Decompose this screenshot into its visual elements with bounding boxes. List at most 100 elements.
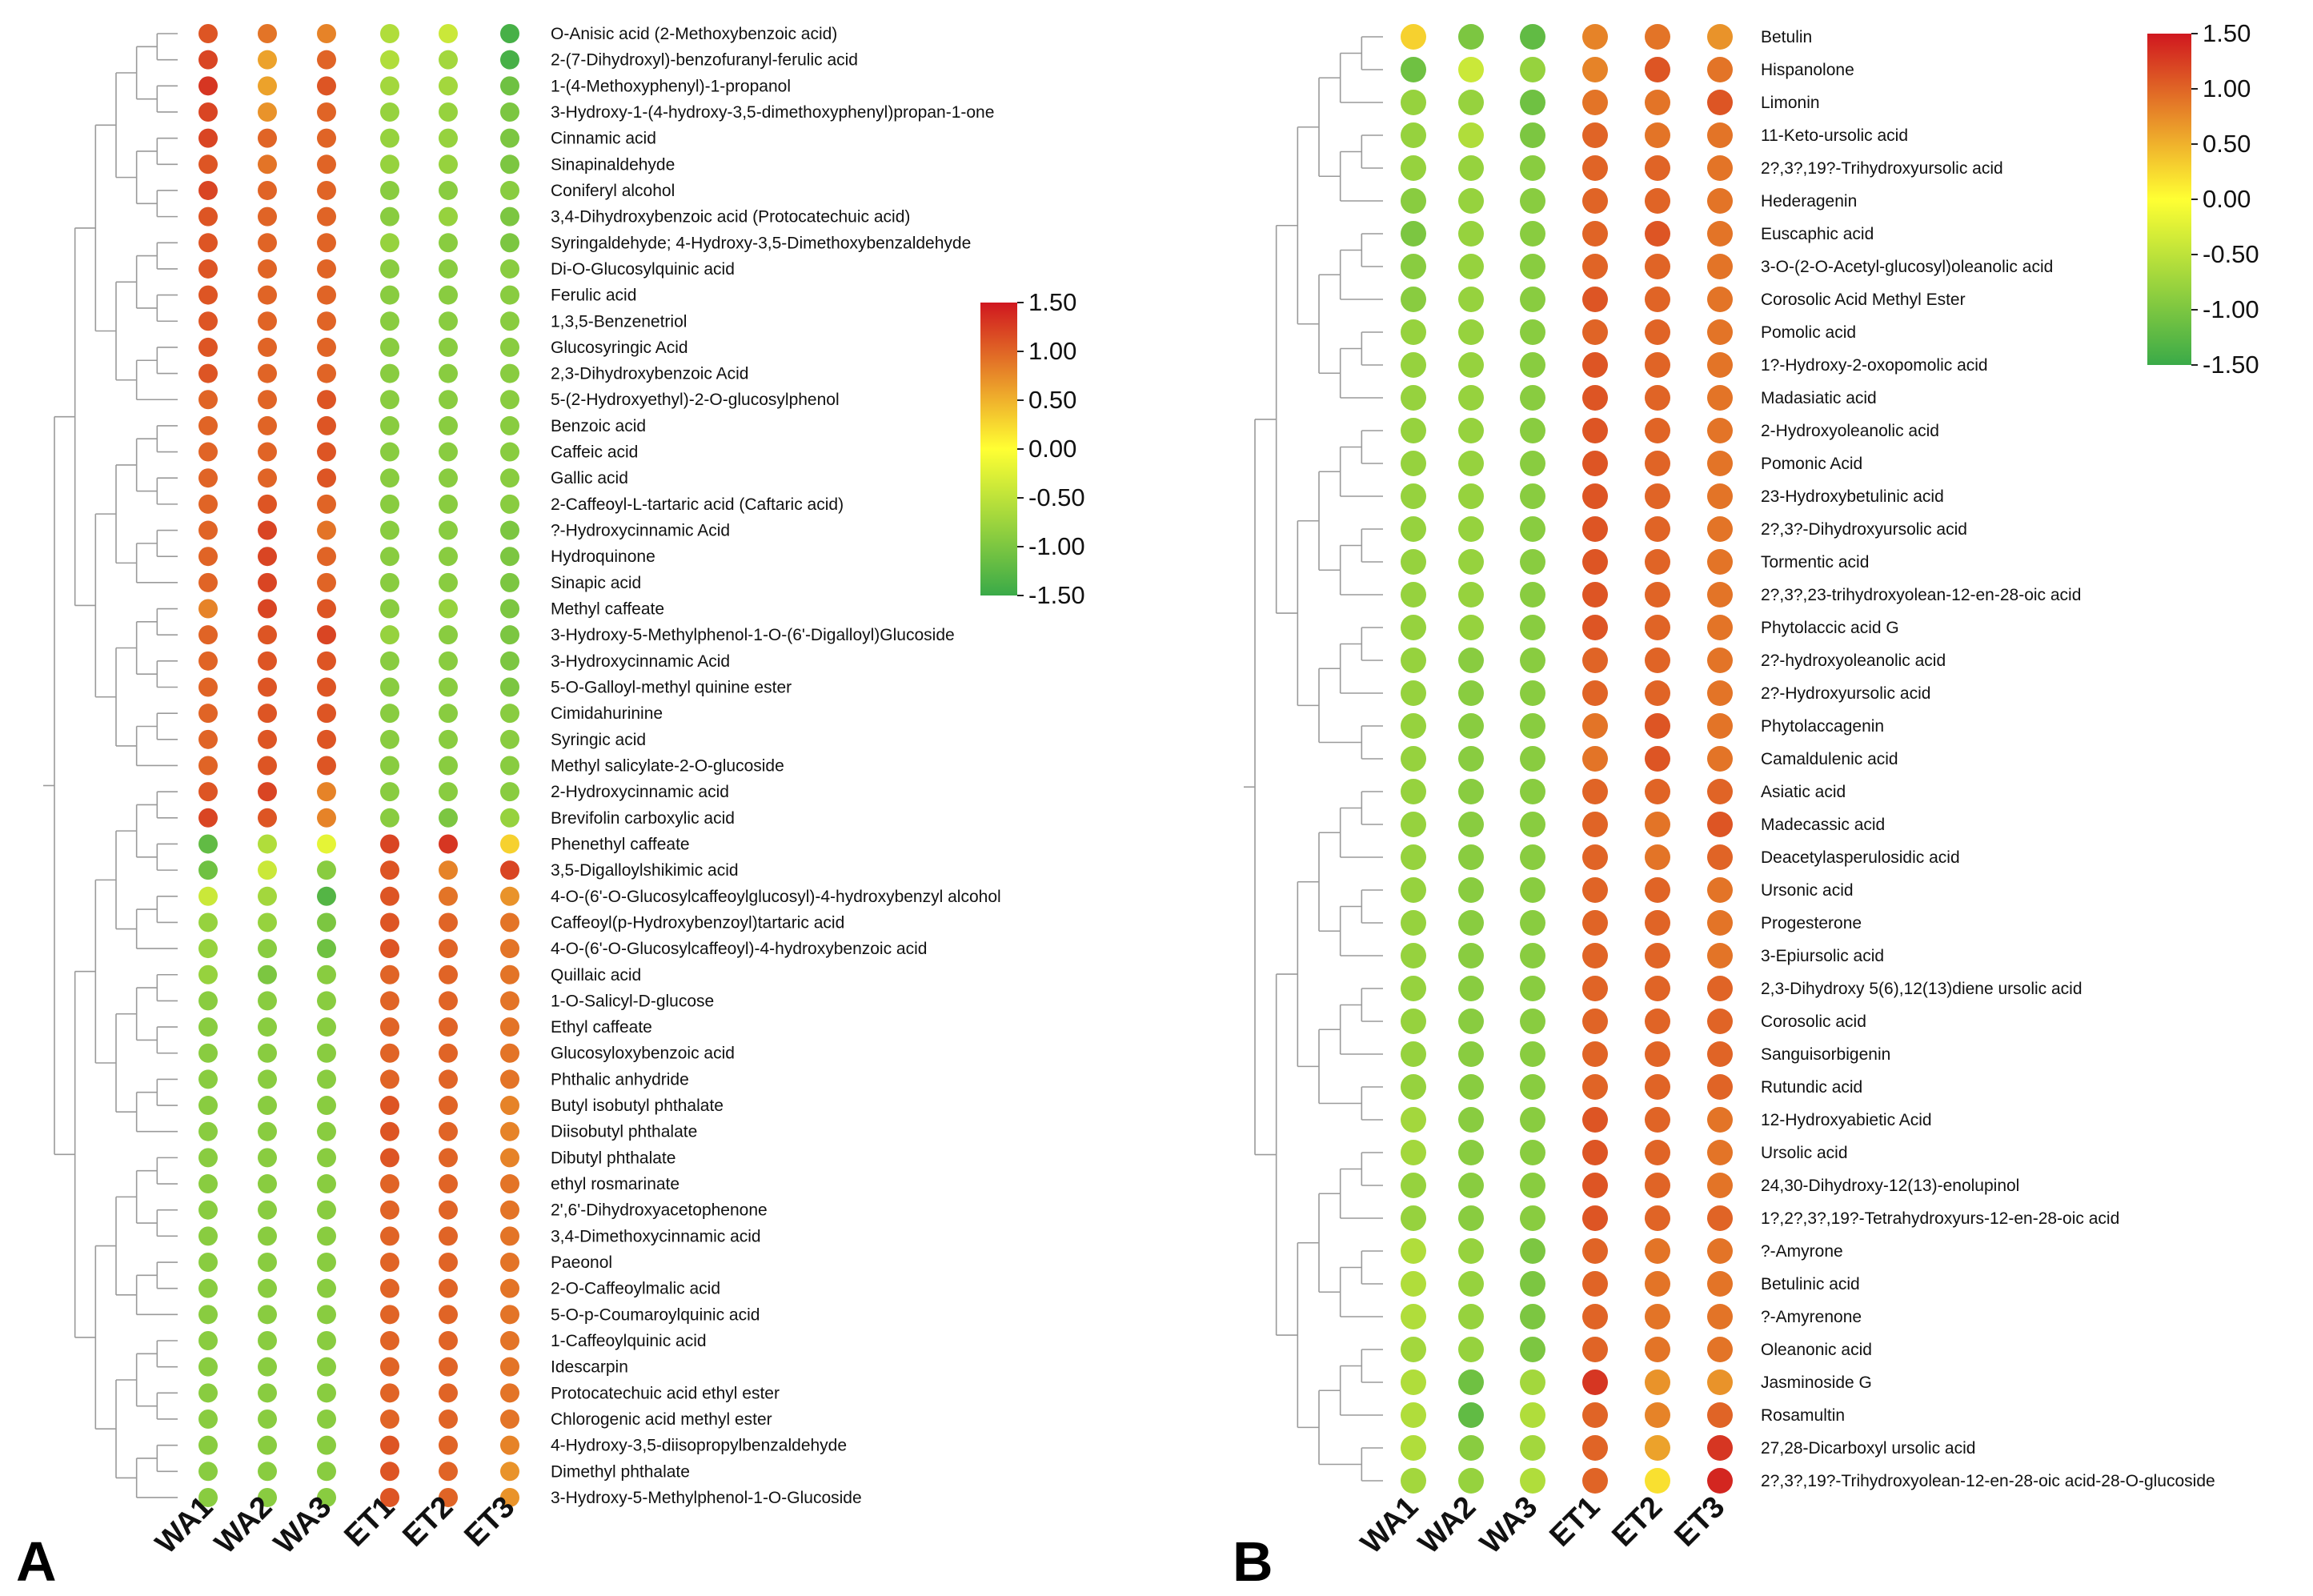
row-label: Ursolic acid bbox=[1761, 1144, 1848, 1162]
row-label: 2-Caffeoyl-L-tartaric acid (Caftaric aci… bbox=[551, 495, 844, 514]
heatmap-cell bbox=[1582, 122, 1608, 148]
heatmap-cell bbox=[258, 311, 277, 331]
legend-tick-label: 0.00 bbox=[1028, 435, 1076, 463]
heatmap-cell bbox=[1401, 549, 1426, 575]
heatmap-cell bbox=[1520, 188, 1545, 214]
heatmap-cell bbox=[380, 363, 399, 383]
heatmap-cell bbox=[198, 808, 218, 828]
heatmap-cell bbox=[1582, 516, 1608, 542]
row-label: Camaldulenic acid bbox=[1761, 750, 1898, 768]
heatmap-cell bbox=[1645, 57, 1670, 82]
heatmap-cell bbox=[198, 363, 218, 383]
heatmap-cell bbox=[1458, 746, 1484, 772]
heatmap-cell bbox=[500, 390, 519, 410]
heatmap-cell bbox=[500, 547, 519, 567]
heatmap-cell bbox=[500, 415, 519, 435]
row-label: Sinapic acid bbox=[551, 574, 641, 592]
heatmap-cell bbox=[317, 180, 336, 200]
heatmap-cell bbox=[317, 442, 336, 462]
heatmap-cell bbox=[317, 1096, 336, 1116]
heatmap-cell bbox=[1707, 221, 1733, 247]
heatmap-cell bbox=[1645, 910, 1670, 936]
heatmap-cell bbox=[1582, 615, 1608, 640]
panel-b: Betulin Hispanolone Limonin 11-Keto-ursolic… bbox=[1233, 19, 2259, 1593]
legend-tick-label: 0.50 bbox=[1028, 386, 1076, 414]
heatmap-cell bbox=[1401, 90, 1426, 115]
legend-tick-label: 0.50 bbox=[2203, 130, 2251, 158]
heatmap-cell bbox=[439, 1383, 458, 1403]
row-label: 3,4-Dihydroxybenzoic acid (Protocatechui… bbox=[551, 208, 910, 227]
row-label: 24,30-Dihydroxy-12(13)-enolupinol bbox=[1761, 1177, 2019, 1195]
heatmap-cell bbox=[1645, 155, 1670, 181]
heatmap-cell bbox=[1645, 1009, 1670, 1034]
heatmap-cell bbox=[317, 964, 336, 984]
heatmap-cell bbox=[1520, 746, 1545, 772]
heatmap-cell bbox=[317, 939, 336, 959]
heatmap-cell bbox=[317, 729, 336, 749]
heatmap-cell bbox=[380, 782, 399, 802]
heatmap-cell bbox=[317, 1409, 336, 1429]
heatmap-cell bbox=[1401, 812, 1426, 837]
heatmap-cell bbox=[317, 782, 336, 802]
heatmap-cell bbox=[317, 1069, 336, 1089]
heatmap-cell bbox=[1645, 418, 1670, 443]
heatmap-cell bbox=[439, 259, 458, 279]
heatmap-cell bbox=[1401, 713, 1426, 739]
row-label: Dimethyl phthalate bbox=[551, 1462, 690, 1481]
heatmap-cell bbox=[1707, 1238, 1733, 1264]
heatmap-cell bbox=[258, 1383, 277, 1403]
legend-tick-label: -1.50 bbox=[1028, 581, 1085, 609]
heatmap-cell bbox=[380, 547, 399, 567]
heatmap-cell bbox=[198, 912, 218, 932]
heatmap-cell bbox=[500, 1043, 519, 1063]
heatmap-cell bbox=[258, 1200, 277, 1220]
heatmap-cell bbox=[1645, 24, 1670, 50]
heatmap-cell bbox=[380, 337, 399, 357]
heatmap-cell bbox=[317, 886, 336, 906]
heatmap-cell bbox=[1645, 746, 1670, 772]
heatmap-cell bbox=[258, 24, 277, 43]
heatmap-cell bbox=[1707, 1369, 1733, 1395]
heatmap-cell bbox=[1520, 57, 1545, 82]
row-label: Protocatechuic acid ethyl ester bbox=[551, 1384, 780, 1402]
row-label: Cimidahurinine bbox=[551, 704, 663, 723]
heatmap-cell bbox=[500, 1409, 519, 1429]
heatmap-cell bbox=[198, 180, 218, 200]
heatmap-cell bbox=[1582, 877, 1608, 903]
heatmap-cell bbox=[1520, 319, 1545, 345]
heatmap-cell bbox=[500, 337, 519, 357]
heatmap-cell bbox=[1582, 57, 1608, 82]
row-label: Ethyl caffeate bbox=[551, 1018, 652, 1037]
heatmap-cell bbox=[1458, 418, 1484, 443]
row-label: 2,3-Dihydroxy 5(6),12(13)diene ursolic a… bbox=[1761, 980, 2083, 998]
heatmap-cell bbox=[1458, 352, 1484, 378]
heatmap-cell bbox=[1645, 122, 1670, 148]
heatmap-cell bbox=[1582, 1435, 1608, 1461]
heatmap-cell bbox=[198, 259, 218, 279]
heatmap-cell bbox=[258, 599, 277, 619]
heatmap-cell bbox=[1582, 1140, 1608, 1165]
heatmap-cell bbox=[1458, 582, 1484, 608]
heatmap-cell bbox=[500, 1148, 519, 1168]
heatmap-cell bbox=[500, 1357, 519, 1377]
heatmap-cell bbox=[1401, 779, 1426, 804]
heatmap-cell bbox=[1707, 1205, 1733, 1231]
heatmap-cell bbox=[500, 599, 519, 619]
heatmap-cell bbox=[1645, 516, 1670, 542]
heatmap-cell bbox=[380, 468, 399, 488]
legend-tick-label: 1.50 bbox=[1028, 288, 1076, 316]
heatmap-cell bbox=[380, 1357, 399, 1377]
heatmap-cell bbox=[500, 912, 519, 932]
heatmap-cell bbox=[1707, 1304, 1733, 1329]
heatmap-cell bbox=[1645, 1238, 1670, 1264]
heatmap-cell bbox=[1520, 24, 1545, 50]
row-label: 3-Epiursolic acid bbox=[1761, 947, 1884, 965]
row-label: Methyl salicylate-2-O-glucoside bbox=[551, 756, 784, 775]
heatmap-cell bbox=[317, 1462, 336, 1482]
heatmap-cell bbox=[380, 285, 399, 305]
heatmap-cell bbox=[1707, 1140, 1733, 1165]
heatmap-cell bbox=[439, 939, 458, 959]
row-label: Limonin bbox=[1761, 94, 1820, 112]
heatmap-cell bbox=[439, 415, 458, 435]
row-label: Euscaphic acid bbox=[1761, 225, 1874, 243]
